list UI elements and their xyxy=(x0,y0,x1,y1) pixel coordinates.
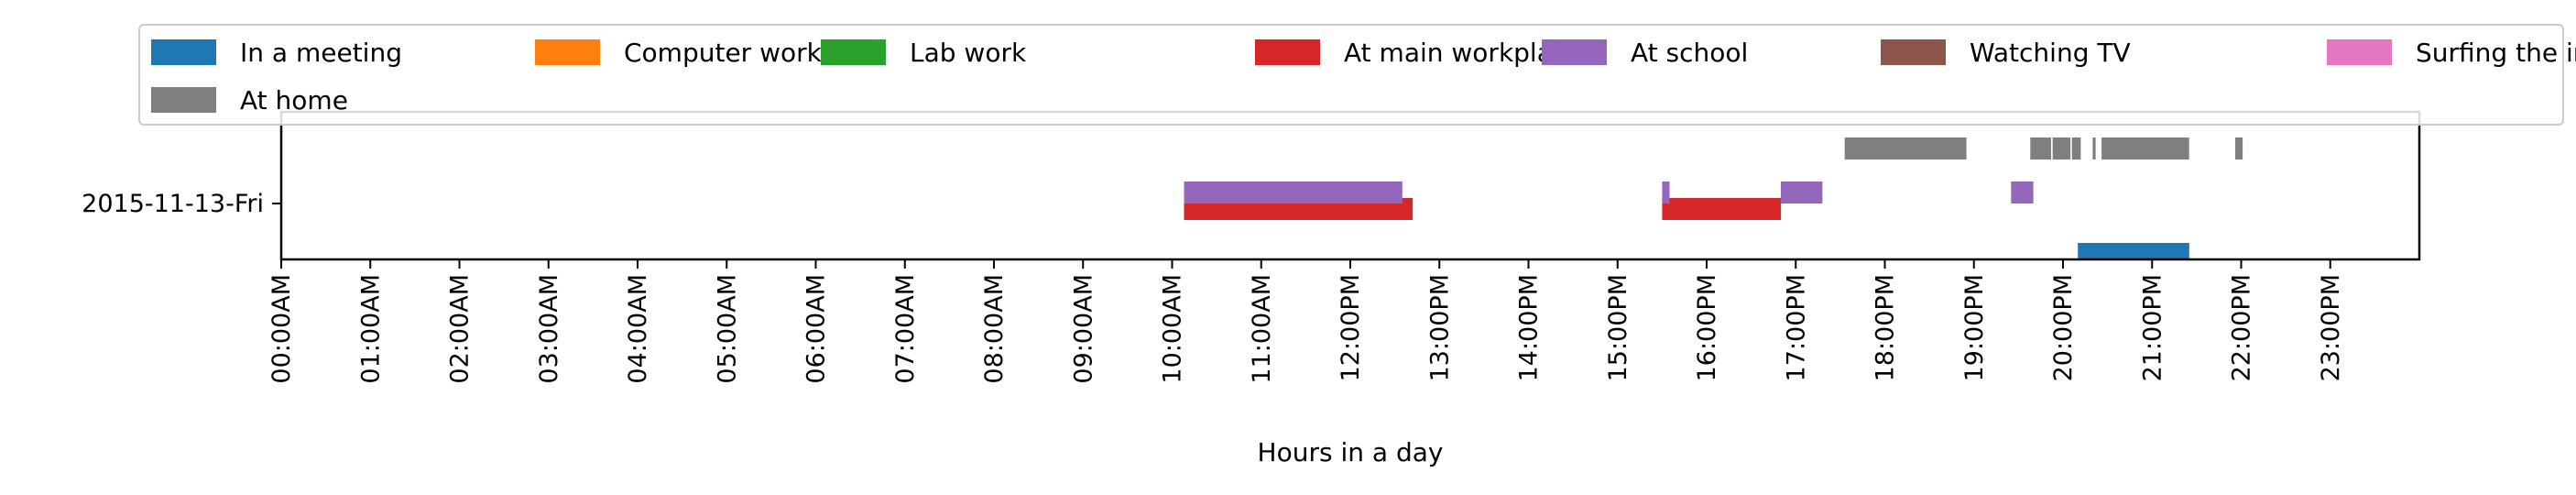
x-axis-label: Hours in a day xyxy=(1258,437,1444,468)
legend-swatch xyxy=(535,39,600,65)
legend-swatch xyxy=(1255,39,1320,65)
x-tick-label: 07:00AM xyxy=(891,274,920,384)
x-tick-label: 10:00AM xyxy=(1159,274,1187,384)
x-tick-label: 12:00PM xyxy=(1337,274,1365,381)
activity-bar xyxy=(1184,182,1403,204)
x-tick-label: 21:00PM xyxy=(2138,274,2167,381)
x-tick-label: 17:00PM xyxy=(1782,274,1810,381)
x-tick-label: 23:00PM xyxy=(2317,274,2345,381)
legend-label: At school xyxy=(1631,38,1748,68)
activity-bar xyxy=(1844,138,1967,160)
x-tick-label: 04:00AM xyxy=(624,274,652,384)
legend: In a meeting Computer work Lab work At main… xyxy=(138,24,2576,126)
x-axis-ticks: 00:00AM 01:00AM 02:00AM 03:00AM 04:00AM 05:00… xyxy=(267,259,2345,384)
x-tick-label: 20:00PM xyxy=(2049,274,2078,381)
x-tick-label: 18:00PM xyxy=(1872,274,1900,381)
x-tick-label: 22:00PM xyxy=(2228,274,2256,381)
activity-bar xyxy=(1662,182,1670,204)
legend-frame xyxy=(138,24,2564,126)
activity-bar xyxy=(2235,138,2243,160)
legend-swatch xyxy=(151,87,216,113)
x-tick-label: 03:00AM xyxy=(535,274,563,384)
legend-label: Watching TV xyxy=(1970,38,2131,68)
legend-label: Surfing the internet xyxy=(2416,38,2576,68)
legend-swatch xyxy=(151,39,216,65)
legend-swatch xyxy=(821,39,886,65)
activity-bar xyxy=(2078,243,2189,259)
activity-bar xyxy=(1662,198,1782,220)
x-tick-label: 09:00AM xyxy=(1069,274,1097,384)
activity-bar xyxy=(2052,138,2071,160)
x-tick-label: 11:00AM xyxy=(1248,274,1276,384)
x-tick-label: 06:00AM xyxy=(802,274,831,384)
activity-bar xyxy=(2101,138,2189,160)
x-tick-label: 01:00AM xyxy=(356,274,385,384)
y-tick-label: 2015-11-13-Fri xyxy=(82,190,264,218)
legend-swatch xyxy=(1542,39,1607,65)
x-tick-label: 08:00AM xyxy=(980,274,1009,384)
x-tick-label: 19:00PM xyxy=(1960,274,1989,381)
activity-bar xyxy=(2092,138,2096,160)
x-tick-label: 15:00PM xyxy=(1604,274,1632,381)
activity-bar xyxy=(2011,182,2034,204)
legend-label: Computer work xyxy=(624,38,823,68)
activity-bars xyxy=(1184,138,2243,259)
activity-bar xyxy=(2030,138,2051,160)
x-tick-label: 14:00PM xyxy=(1515,274,1544,381)
legend-label: In a meeting xyxy=(240,38,402,68)
x-tick-label: 02:00AM xyxy=(446,274,475,384)
x-tick-label: 13:00PM xyxy=(1425,274,1454,381)
x-tick-label: 05:00AM xyxy=(713,274,741,384)
x-tick-label: 16:00PM xyxy=(1693,274,1721,381)
activity-bar xyxy=(1781,182,1823,204)
legend-swatch xyxy=(1881,39,1946,65)
activity-bar xyxy=(2071,138,2081,160)
x-tick-label: 00:00AM xyxy=(267,274,296,384)
legend-label: Lab work xyxy=(910,38,1027,68)
legend-label: At home xyxy=(240,85,348,116)
legend-swatch xyxy=(2327,39,2392,65)
